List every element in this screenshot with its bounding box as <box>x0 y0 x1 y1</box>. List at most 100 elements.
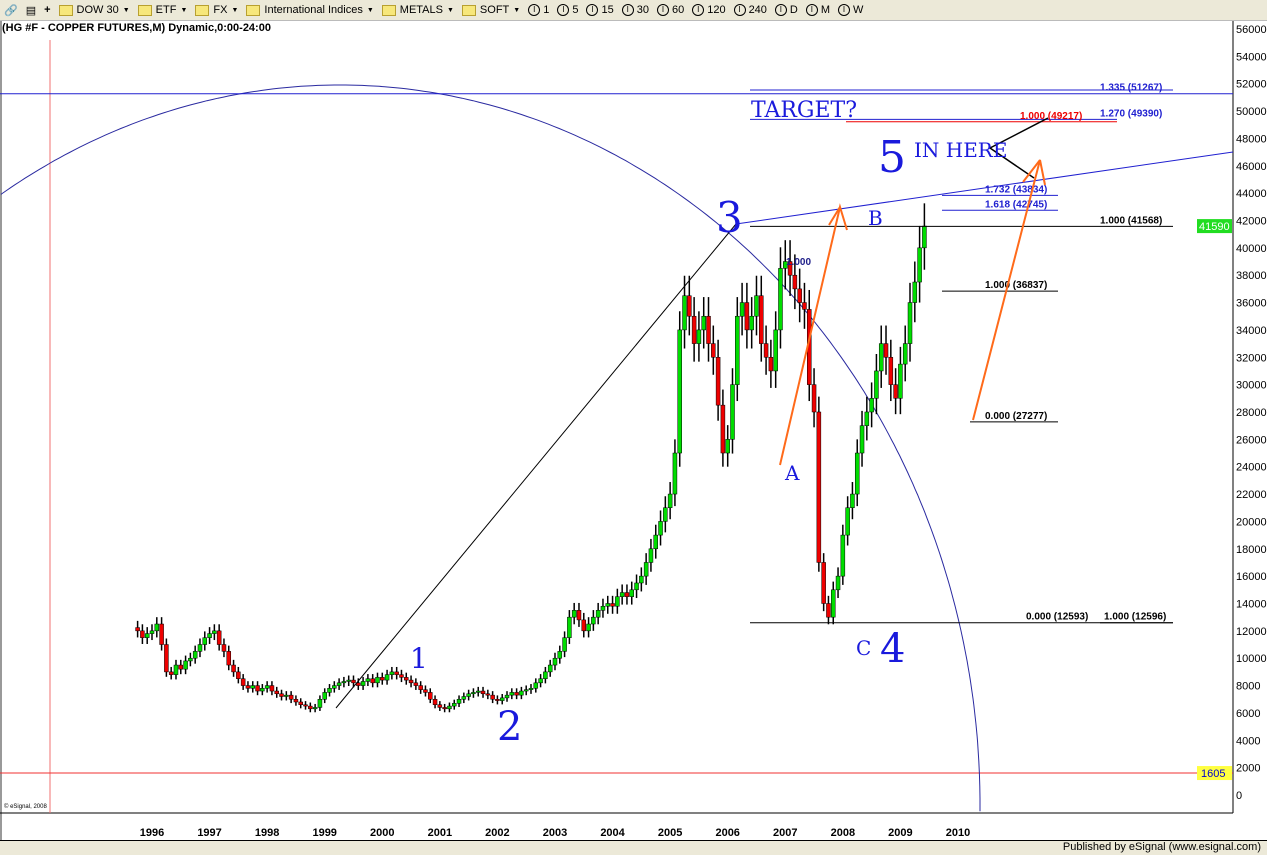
candle-body <box>648 548 654 563</box>
link-icon[interactable]: 🔗 <box>4 4 18 17</box>
y-tick-label: 22000 <box>1236 489 1267 501</box>
candle-body <box>706 315 711 344</box>
candle-body <box>557 651 563 659</box>
folder-metals[interactable]: METALS ▼ <box>381 4 454 16</box>
status-bar: Published by eSignal (www.esignal.com) <box>0 840 1267 855</box>
candle-body <box>447 705 452 710</box>
interval-icon: I <box>733 4 746 16</box>
candle-body <box>715 357 721 406</box>
y-tick-label: 52000 <box>1236 79 1267 91</box>
annotation-w1: 1 <box>410 642 428 675</box>
interval-120[interactable]: I 120 <box>692 4 726 16</box>
candle-body <box>456 698 462 704</box>
candle-body <box>183 660 188 670</box>
fib-level-label: 1.270 (49390) <box>1100 108 1162 119</box>
fib-level-label: 0.000 (12593) <box>1026 612 1088 623</box>
candle-body <box>144 633 150 638</box>
candle-body <box>533 682 539 689</box>
folder-etf[interactable]: ETF ▼ <box>137 4 187 16</box>
candle-body <box>471 692 476 695</box>
candle-body <box>902 343 908 365</box>
add-icon[interactable]: + <box>44 4 51 16</box>
y-tick-label: 4000 <box>1236 735 1260 747</box>
interval-15[interactable]: I 15 <box>586 4 614 16</box>
candle-body <box>308 705 313 710</box>
annotation-target: TARGET? <box>751 98 857 123</box>
candle-body <box>571 610 577 618</box>
folder-dow-30[interactable]: DOW 30 ▼ <box>58 4 130 16</box>
candle-body <box>634 582 639 591</box>
y-tick-label: 26000 <box>1236 434 1267 446</box>
interval-60[interactable]: I 60 <box>656 4 684 16</box>
copyright: © eSignal, 2008 <box>4 804 47 810</box>
candle-body <box>384 674 390 681</box>
plot-area <box>0 20 1233 813</box>
candle-body <box>173 664 179 675</box>
folder-fx[interactable]: FX ▼ <box>195 4 238 16</box>
candle-body <box>408 679 414 684</box>
candle-body <box>552 657 558 666</box>
candle-body <box>672 452 678 495</box>
candle-body <box>595 610 601 618</box>
y-tick-label: 12000 <box>1236 626 1267 638</box>
fib-level-label: 1.000 (41568) <box>1100 215 1162 226</box>
dropdown-arrow-icon: ▼ <box>513 6 521 14</box>
candle-body <box>792 274 798 290</box>
candle-body <box>250 685 255 689</box>
x-tick-label: 2002 <box>485 827 509 839</box>
candle-body <box>255 685 260 692</box>
x-tick-label: 2010 <box>946 827 970 839</box>
candle-body <box>667 493 673 508</box>
folder-icon <box>381 4 396 16</box>
fib-level-label: 1.000 (49217) <box>1020 111 1082 122</box>
candle-body <box>658 521 663 536</box>
annotation-five: 5 <box>878 132 906 183</box>
candle-body <box>495 698 500 701</box>
chart-title: (HG #F - COPPER FUTURES,M) Dynamic,0:00-… <box>2 22 271 34</box>
candle-body <box>293 698 299 703</box>
y-tick-label: 48000 <box>1236 133 1267 145</box>
interval-icon: I <box>621 4 634 16</box>
folder-icon <box>58 4 73 16</box>
folder-international-indices[interactable]: International Indices ▼ <box>246 4 374 16</box>
candle-body <box>207 633 212 638</box>
candle-body <box>336 682 342 686</box>
candle-body <box>811 384 817 413</box>
fib-level-label: 1.335 (51267) <box>1100 83 1162 94</box>
interval-icon: I <box>656 4 669 16</box>
y-tick-label: 44000 <box>1236 188 1267 200</box>
candle-body <box>341 681 347 684</box>
candle-body <box>288 694 294 700</box>
interval-30[interactable]: I 30 <box>621 4 649 16</box>
candle-body <box>149 630 155 634</box>
page-icon[interactable]: ▤ <box>25 4 37 17</box>
candle-body <box>864 411 870 426</box>
candle-body <box>759 295 764 344</box>
candle-body <box>236 671 241 679</box>
arc-circle <box>0 84 981 805</box>
annotation-inhere: IN HERE <box>914 138 1007 162</box>
candle-body <box>499 697 505 701</box>
x-tick-label: 1996 <box>140 827 164 839</box>
y-tick-label: 54000 <box>1236 51 1267 63</box>
candle-body <box>432 698 438 705</box>
candle-body <box>269 685 275 692</box>
candle-body <box>883 343 889 358</box>
candle-body <box>284 694 289 697</box>
folder-icon <box>246 4 261 16</box>
orange-arrow <box>828 206 841 226</box>
candle-body <box>687 295 692 317</box>
interval-icon: I <box>774 4 787 16</box>
interval-240[interactable]: I 240 <box>733 4 767 16</box>
y-tick-label: 6000 <box>1236 708 1260 720</box>
candle-body <box>509 692 515 696</box>
annotation-w3: 3 <box>716 193 743 242</box>
folder-soft[interactable]: SOFT ▼ <box>461 4 521 16</box>
candle-body <box>332 685 337 689</box>
